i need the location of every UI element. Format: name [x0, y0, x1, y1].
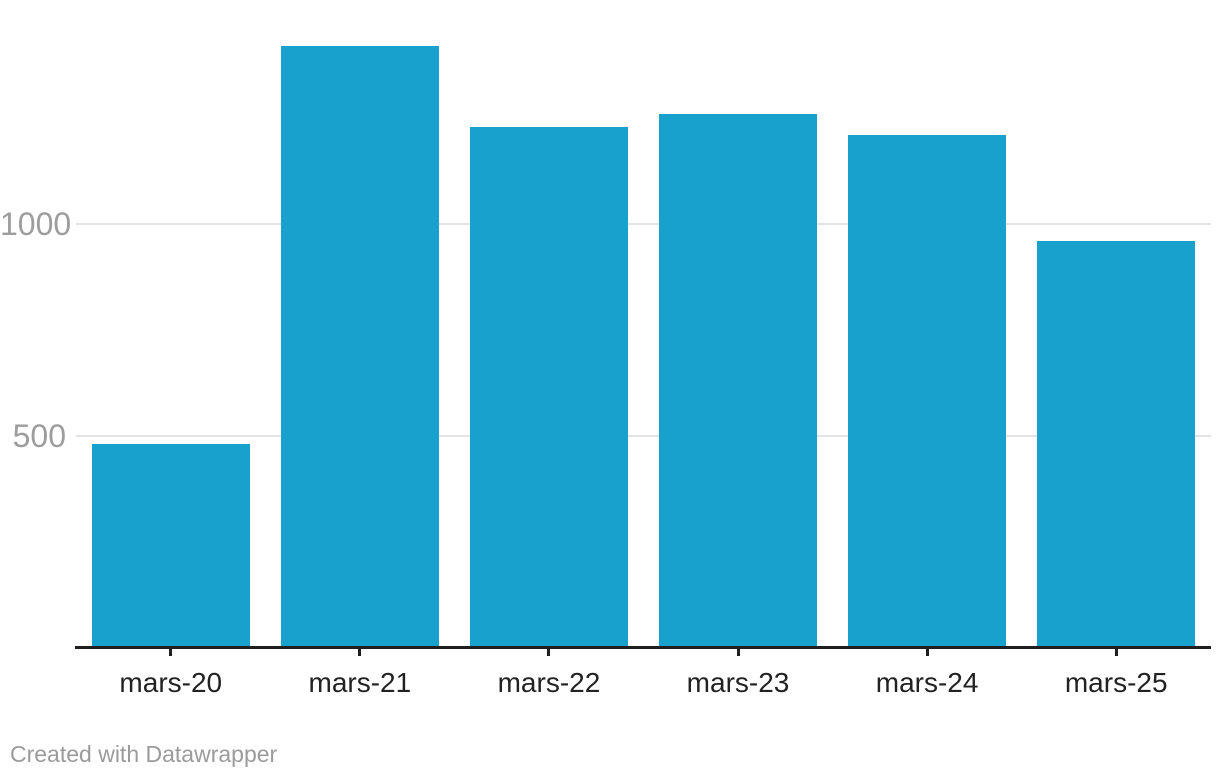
- y-axis-tick-label: 1000: [0, 206, 72, 242]
- x-axis-tick: [547, 647, 551, 656]
- bar-mars-22: [470, 126, 628, 647]
- x-axis-tick: [925, 647, 929, 656]
- x-axis-baseline: [75, 646, 1211, 649]
- x-axis-tick: [736, 647, 740, 656]
- bar-mars-24: [848, 135, 1006, 647]
- bar-mars-21: [281, 46, 439, 647]
- gridline-1000: [76, 223, 1211, 225]
- datawrapper-attribution-link[interactable]: Created with Datawrapper: [10, 741, 278, 767]
- x-axis-tick-label: mars-22: [497, 667, 601, 698]
- y-axis-tick-label: 500: [12, 417, 66, 454]
- x-axis-tick: [1114, 647, 1118, 656]
- bar-mars-20: [92, 443, 250, 647]
- x-axis-tick: [169, 647, 173, 656]
- bar-mars-23: [659, 114, 817, 647]
- x-axis-tick-label: mars-24: [875, 667, 979, 698]
- x-axis-tick-label: mars-21: [308, 667, 412, 698]
- bar-mars-25: [1037, 240, 1195, 647]
- x-axis-tick-label: mars-20: [119, 667, 223, 698]
- x-axis-tick-label: mars-25: [1064, 667, 1168, 698]
- x-axis-tick-label: mars-23: [686, 667, 790, 698]
- gridline-500: [76, 434, 1211, 437]
- x-axis-tick: [358, 647, 362, 656]
